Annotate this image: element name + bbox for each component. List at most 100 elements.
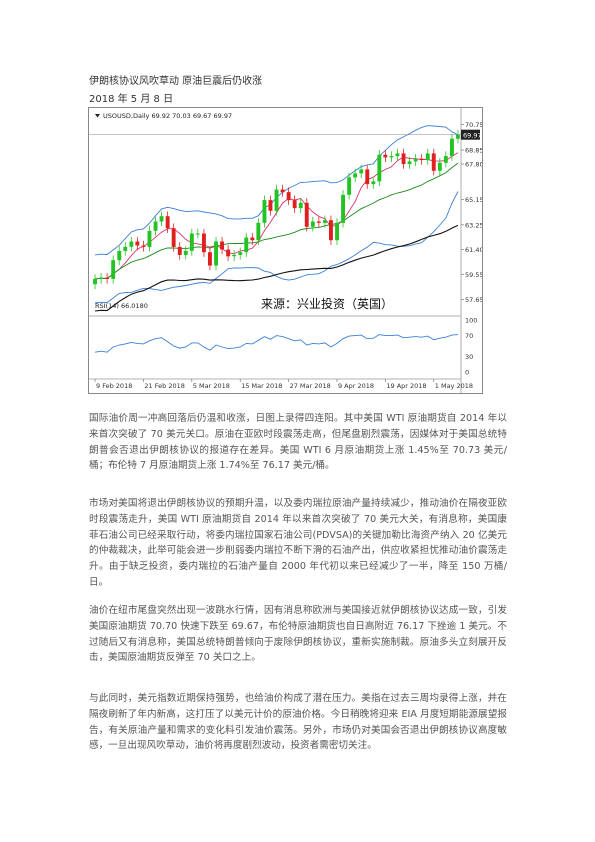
price-tick-label: 63.25: [465, 221, 482, 229]
candle-body: [129, 241, 134, 247]
candle-body: [298, 202, 303, 209]
candle-body: [431, 153, 436, 171]
rsi-tick-label: 100: [465, 317, 477, 325]
candle-body: [353, 173, 358, 178]
candle-body: [232, 254, 237, 257]
candle-body: [383, 154, 388, 158]
date-tick-label: 1 May 2018: [435, 382, 473, 390]
candle-body: [456, 134, 460, 139]
price-tick-label: 59.55: [465, 271, 482, 279]
rsi-tick-label: 70: [465, 332, 473, 340]
chart-background: [89, 108, 482, 393]
candle-body: [323, 220, 327, 223]
candle-body: [153, 221, 158, 231]
date-tick-label: 15 Mar 2018: [241, 382, 282, 390]
candle-body: [335, 222, 339, 241]
candle-body: [329, 220, 333, 241]
rsi-tick-label: 0: [465, 369, 469, 377]
date-tick-label: 9 Feb 2018: [96, 382, 132, 390]
candle-body: [371, 181, 376, 185]
candle-body: [238, 252, 243, 255]
paragraph-1: 国际油价周一冲高回落后仍温和收涨，日图上录得四连阳。其中美国 WTI 原油期货自…: [89, 413, 507, 472]
candle-body: [377, 154, 382, 182]
candle-body: [292, 200, 297, 209]
candle-body: [214, 241, 218, 266]
candle-body: [450, 138, 454, 157]
candle-body: [262, 200, 267, 223]
bollinger-lower-line: [94, 191, 459, 304]
ma-long-line: [94, 224, 459, 312]
candle-body: [123, 246, 128, 251]
candle-body: [437, 162, 442, 171]
candle-body: [365, 169, 370, 185]
ma-mid-line: [94, 162, 459, 280]
candle-body: [341, 194, 345, 223]
candle-body: [93, 278, 97, 285]
price-tick-label: 68.85: [465, 147, 482, 155]
candle-body: [316, 221, 321, 223]
candle-body: [189, 233, 194, 251]
rsi-indicator-label: RSI(14) 66.0180: [95, 302, 148, 310]
paragraph-2: 市场对美国将退出伊朗核协议的预期升温，以及委内瑞拉原油产量持续减少，推动油价在隔…: [89, 498, 507, 588]
article-title: 伊朗核协议风吹草动 原油巨震后仍收涨: [89, 76, 263, 87]
chart-header-label: USOUSD,Daily 69.92 70.03 69.67 69.97: [103, 112, 232, 120]
rsi-line: [94, 334, 459, 353]
date-tick-label: 21 Feb 2018: [144, 382, 184, 390]
candle-body: [147, 230, 152, 247]
candle-body: [244, 237, 249, 253]
date-tick-label: 19 Apr 2018: [386, 382, 426, 390]
candle-body: [304, 202, 309, 227]
candle-body: [419, 158, 424, 160]
candle-body: [389, 156, 394, 158]
candle-body: [135, 241, 140, 246]
candle-body: [111, 260, 116, 279]
price-tick-label: 67.80: [465, 161, 482, 169]
candle-body: [256, 222, 261, 241]
candle-body: [359, 169, 364, 174]
candle-body: [347, 177, 352, 195]
candle-body: [226, 249, 231, 257]
candle-body: [425, 153, 430, 161]
candle-body: [310, 221, 315, 227]
candle-body: [165, 216, 170, 229]
date-tick-label: 5 Mar 2018: [193, 382, 230, 390]
candle-body: [280, 189, 285, 193]
candle-body: [395, 153, 400, 157]
rsi-tick-label: 30: [465, 353, 473, 361]
candle-body: [268, 200, 273, 211]
date-tick-label: 27 Mar 2018: [290, 382, 331, 390]
price-tick-label: 57.65: [465, 296, 482, 304]
candle-body: [141, 245, 146, 247]
candle-body: [274, 189, 279, 211]
current-price-box: [461, 129, 480, 140]
candle-body: [443, 156, 448, 163]
candle-body: [99, 277, 103, 279]
candle-body: [105, 277, 110, 279]
price-chart-svg: 69.97 70.75 68.85 67.80 65.15 63.25 61.40 59.55…: [89, 108, 484, 393]
price-chart: 69.97 70.75 68.85 67.80 65.15 63.25 61.40 59.55…: [88, 107, 484, 394]
paragraph-3: 油价在纽市尾盘突然出现一波跳水行情，因有消息称欧洲与美国接近就伊朗核协议达成一致…: [89, 605, 507, 664]
candles-group: [93, 130, 460, 289]
candle-body: [250, 237, 255, 241]
candle-body: [208, 252, 212, 266]
current-price-label: 69.97: [463, 132, 482, 140]
candle-body: [202, 233, 206, 253]
candle-body: [171, 228, 176, 247]
price-tick-label: 65.15: [465, 196, 482, 204]
price-tick-label: 61.40: [465, 246, 482, 254]
price-tick-label: 70.75: [465, 121, 482, 129]
candle-body: [286, 192, 291, 201]
source-watermark: 来源：兴业投资（英国）: [261, 296, 393, 311]
article-date: 2018 年 5 月 8 日: [89, 94, 174, 105]
candle-body: [183, 250, 188, 255]
paragraph-4: 与此同时，美元指数近期保持强势，也给油价构成了潜在压力。美指在过去三周均录得上涨…: [89, 693, 507, 752]
date-tick-label: 9 Apr 2018: [338, 382, 374, 390]
menu-triangle-icon: [95, 114, 100, 118]
candle-body: [195, 233, 200, 235]
candle-body: [220, 241, 224, 250]
candle-body: [413, 158, 418, 162]
candle-body: [177, 246, 182, 255]
candle-body: [407, 161, 412, 165]
candle-body: [117, 250, 122, 261]
candle-body: [401, 153, 406, 165]
